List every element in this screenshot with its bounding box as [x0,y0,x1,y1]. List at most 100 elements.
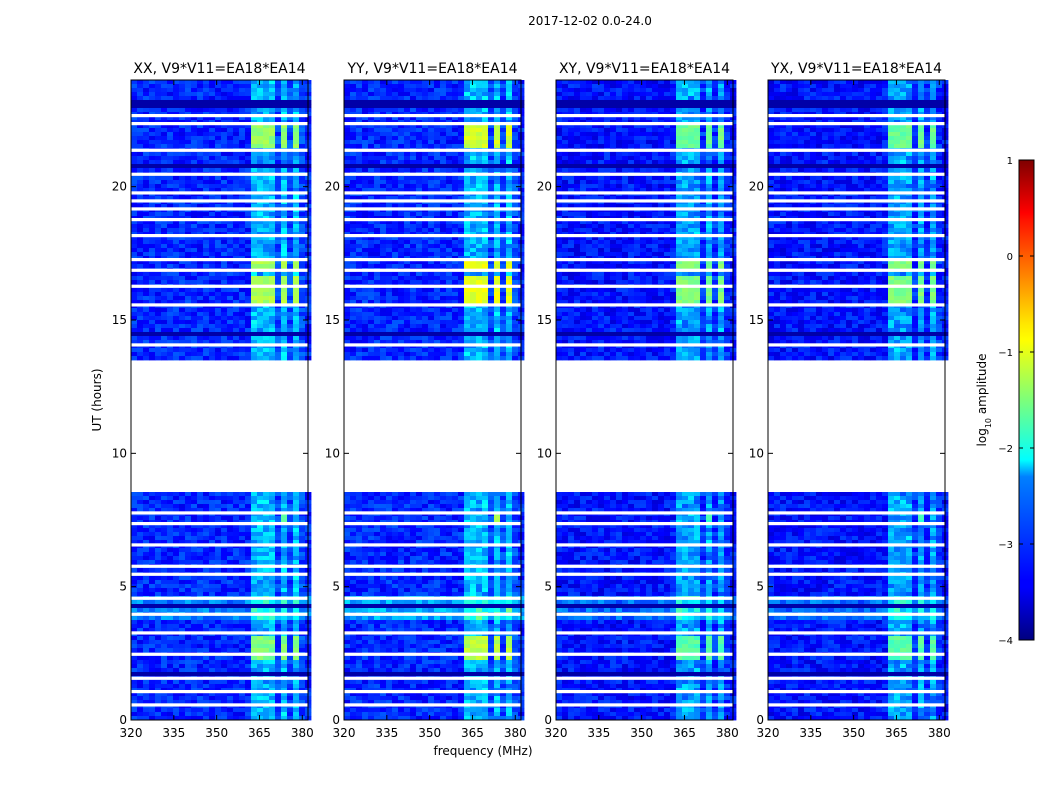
y-tick-label: 15 [749,313,764,327]
flagged-row [556,268,733,272]
flagged-row [344,172,521,176]
y-tick-label: 20 [749,180,764,194]
flagged-row [131,199,308,203]
flagged-row [344,543,521,547]
flagged-row [768,631,945,635]
x-tick-label: 335 [799,726,822,740]
flagged-row [344,343,521,347]
flagged-row [131,172,308,176]
y-tick-label: 0 [756,713,764,727]
flagged-row [556,122,733,126]
flagged-row [556,303,733,307]
axes-frame [343,79,522,721]
flagged-row [131,511,308,515]
flagged-row [768,284,945,288]
flagged-row [131,572,308,576]
heatmap-cells [344,80,525,721]
flagged-row [768,114,945,118]
flagged-row [344,114,521,118]
flagged-row [556,631,733,635]
flagged-row [131,703,308,707]
panel-title: YY, V9*V11=EA18*EA14 [346,61,517,77]
y-tick-label: 15 [112,313,127,327]
axes-frame [555,79,734,721]
colorbar-tick-label: 0 [1007,252,1013,263]
flagged-row [344,612,521,616]
x-tick-label: 380 [291,726,314,740]
x-tick-label: 380 [716,726,739,740]
flagged-row [344,652,521,656]
flagged-row [556,218,733,222]
panel-4: YX, V9*V11=EA18*EA14 320 335 350 365 380 0 5 10 1… [749,61,951,740]
y-axis-label: UT (hours) [90,368,104,431]
flagged-row [556,284,733,288]
colorbar-tick-label: −3 [998,540,1013,551]
flagged-row [131,543,308,547]
x-tick-label: 350 [842,726,865,740]
flagged-row [556,612,733,616]
panel-1: XX, V9*V11=EA18*EA14 320 335 350 365 380 0 5 10 1… [112,61,314,740]
flagged-row [131,564,308,568]
flagged-row [556,690,733,694]
flagged-row [768,543,945,547]
flagged-row [131,268,308,272]
flagged-row [344,268,521,272]
axes-frame [130,79,309,721]
flagged-row [344,234,521,238]
flagged-row [768,596,945,600]
heatmap-cells [768,80,949,721]
flagged-row [344,191,521,195]
flagged-row [131,148,308,152]
flagged-row [131,612,308,616]
x-tick-label: 335 [162,726,185,740]
flagged-row [556,114,733,118]
x-tick-label: 320 [333,726,356,740]
flagged-row [768,572,945,576]
y-tick-label: 5 [756,580,764,594]
flagged-row [556,258,733,262]
flagged-row [768,122,945,126]
flagged-row [768,207,945,211]
flagged-row [556,543,733,547]
y-tick-label: 20 [537,180,552,194]
flagged-row [131,114,308,118]
x-tick-label: 320 [757,726,780,740]
flagged-row [556,703,733,707]
x-tick-label: 350 [418,726,441,740]
flagged-row [768,258,945,262]
panel-title: YX, V9*V11=EA18*EA14 [770,61,942,77]
flagged-row [768,268,945,272]
heatmap-cells [131,80,312,721]
flagged-row [768,303,945,307]
x-tick-label: 380 [504,726,527,740]
y-tick-label: 20 [112,180,127,194]
flagged-row [131,258,308,262]
y-tick-label: 5 [332,580,340,594]
x-axis-label: frequency (MHz) [433,744,532,758]
colorbar-gradient [1018,159,1035,641]
flagged-row [344,148,521,152]
flagged-row [344,122,521,126]
x-tick-label: 350 [205,726,228,740]
flagged-row [344,207,521,211]
flagged-row [344,284,521,288]
flagged-row [556,343,733,347]
y-tick-label: 10 [112,446,127,460]
flagged-row [131,676,308,680]
x-tick-label: 365 [248,726,271,740]
flagged-row [556,199,733,203]
flagged-row [344,676,521,680]
flagged-row [768,172,945,176]
colorbar-label: log10 amplitude [975,354,993,447]
colorbar-tick-label: −2 [998,444,1013,455]
flagged-row [556,572,733,576]
y-tick-label: 5 [544,580,552,594]
flagged-row [768,612,945,616]
colorbar-tick-label: 1 [1007,156,1013,167]
y-tick-label: 15 [537,313,552,327]
x-tick-label: 350 [630,726,653,740]
flagged-row [768,522,945,526]
x-tick-label: 335 [375,726,398,740]
flagged-row [131,690,308,694]
flagged-row [344,703,521,707]
